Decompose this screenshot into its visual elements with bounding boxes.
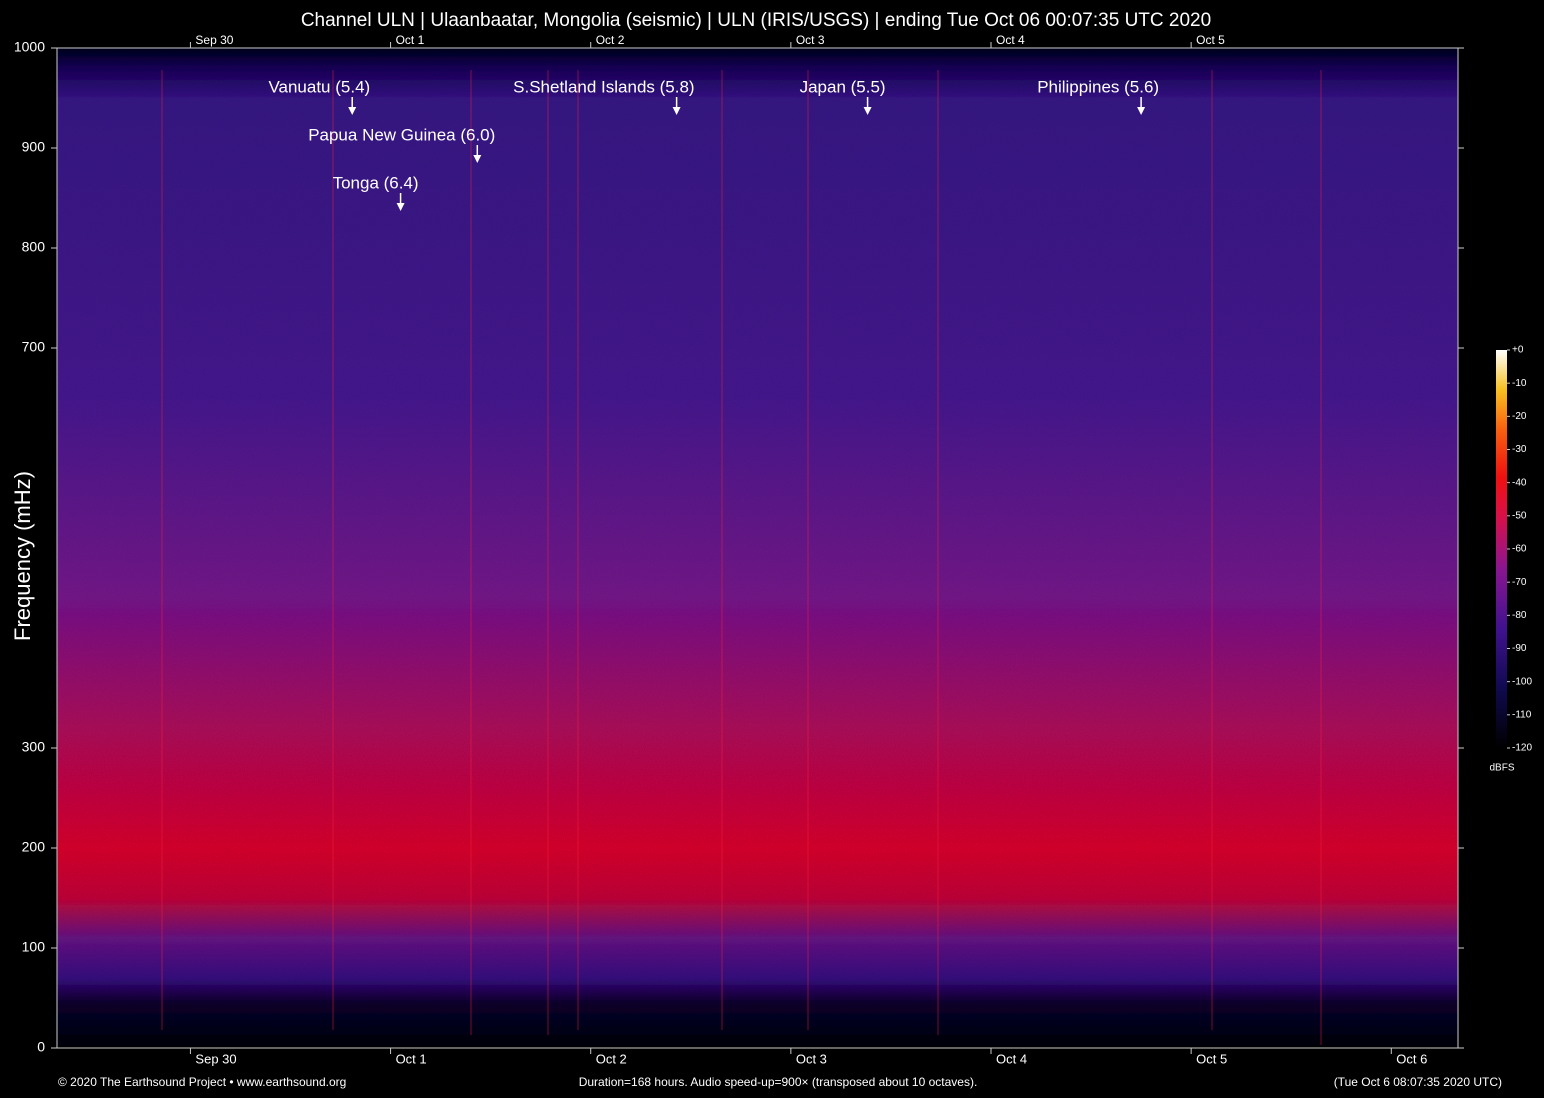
x-tick-label: Oct 4	[996, 1051, 1027, 1066]
colorbar-tick-label: -80	[1512, 610, 1527, 621]
x2-tick-label: Oct 3	[796, 33, 825, 47]
colorbar-tick-label: -110	[1512, 709, 1532, 720]
colorbar-tick-label: +0	[1512, 345, 1524, 356]
x2-tick-label: Oct 1	[396, 33, 425, 47]
x2-tick-label: Oct 2	[596, 33, 625, 47]
x-tick-label: Oct 2	[596, 1051, 627, 1066]
y-tick-label: 0	[37, 1039, 45, 1055]
y-tick-label: 900	[22, 139, 46, 155]
footer-right: (Tue Oct 6 08:07:35 2020 UTC)	[1334, 1075, 1502, 1089]
annotation-label: S.Shetland Islands (5.8)	[513, 77, 694, 96]
annotation-arrowhead	[348, 107, 357, 115]
y-tick-label: 1000	[14, 39, 45, 55]
y-tick-label: 800	[22, 239, 46, 255]
x-tick-label: Oct 6	[1396, 1051, 1427, 1066]
annotation-arrowhead	[473, 155, 482, 163]
y-tick-label: 200	[22, 839, 46, 855]
colorbar-tick-label: -30	[1512, 444, 1527, 455]
annotation-arrowhead	[396, 203, 405, 211]
colorbar-tick-label: -60	[1512, 544, 1527, 555]
y-tick-label: 700	[22, 339, 46, 355]
annotation-label: Tonga (6.4)	[333, 173, 419, 192]
colorbar-label: dBFS	[1489, 763, 1514, 774]
colorbar-tick-label: -10	[1512, 378, 1527, 389]
chart-title: Channel ULN | Ulaanbaatar, Mongolia (sei…	[301, 10, 1211, 31]
x2-tick-label: Sep 30	[195, 33, 233, 47]
annotation-arrowhead	[863, 107, 872, 115]
footer-left: © 2020 The Earthsound Project • www.eart…	[58, 1075, 346, 1089]
colorbar-tick-label: -70	[1512, 577, 1527, 588]
colorbar-tick-label: -40	[1512, 477, 1527, 488]
annotation-label: Papua New Guinea (6.0)	[308, 125, 495, 144]
colorbar-tick-label: -100	[1512, 676, 1532, 687]
annotation-arrowhead	[1137, 107, 1146, 115]
streaks	[161, 70, 1322, 1045]
x-tick-label: Oct 5	[1196, 1051, 1227, 1066]
x-tick-label: Sep 30	[195, 1051, 236, 1066]
colorbar-tick-label: -120	[1512, 743, 1532, 754]
colorbar	[1496, 350, 1507, 748]
y-tick-label: 100	[22, 939, 46, 955]
x2-tick-label: Oct 5	[1196, 33, 1225, 47]
plot-frame	[56, 47, 1459, 1049]
y-tick-label: 300	[22, 739, 46, 755]
y-axis-label: Frequency (mHz)	[10, 471, 35, 641]
colorbar-tick-label: -20	[1512, 411, 1527, 422]
footer-center: Duration=168 hours. Audio speed-up=900× …	[579, 1075, 978, 1089]
x-tick-label: Oct 3	[796, 1051, 827, 1066]
annotation-label: Philippines (5.6)	[1037, 77, 1159, 96]
colorbar-tick-label: -90	[1512, 643, 1527, 654]
colorbar-tick-label: -50	[1512, 510, 1527, 521]
annotation-arrowhead	[672, 107, 681, 115]
x2-tick-label: Oct 4	[996, 33, 1025, 47]
x-tick-label: Oct 1	[396, 1051, 427, 1066]
annotation-label: Japan (5.5)	[800, 77, 886, 96]
annotation-label: Vanuatu (5.4)	[268, 77, 370, 96]
spectrogram-image	[57, 48, 1458, 1048]
